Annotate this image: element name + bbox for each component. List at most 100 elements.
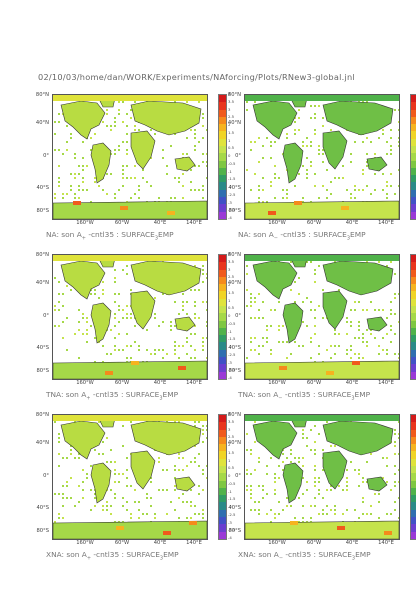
colorbar-tick-label: 2.5 — [228, 114, 235, 120]
colorbar-swatch — [411, 124, 416, 132]
map-svg — [53, 95, 207, 219]
colorbar-swatch — [219, 509, 226, 517]
lat-tick-label: 80°S — [228, 368, 242, 374]
colorbar-swatch — [219, 269, 226, 277]
map-svg — [245, 415, 399, 539]
colorbar-swatch — [411, 487, 416, 496]
lat-tick-label: 0° — [235, 473, 241, 479]
colorbar-tick-label: 3 — [228, 426, 231, 432]
lat-tick-label: 40°N — [227, 280, 241, 286]
caption-part: 3 — [159, 395, 163, 402]
polar-band — [245, 415, 399, 421]
colorbar-tick-label: -2.5 — [228, 191, 236, 197]
colorbar — [410, 254, 416, 380]
colorbar-swatch — [411, 516, 416, 525]
colorbar-swatch — [219, 131, 226, 139]
colorbar-swatch — [411, 349, 416, 357]
lat-tick-label: 40°N — [35, 120, 49, 126]
map-svg — [245, 95, 399, 219]
colorbar-tick-label: 2 — [228, 442, 231, 447]
colorbar-swatch — [411, 509, 416, 517]
map-panel-1: 80°N 40°N 0° 40°S 80°S 160°W 60°W 40°E 140°E 4 3.5… — [34, 92, 239, 254]
continent-shape — [252, 100, 298, 140]
colorbar-swatch — [411, 451, 416, 459]
anomaly-patch — [120, 206, 128, 210]
colorbar-tick-label: 0 — [228, 473, 231, 478]
colorbar-swatch — [219, 531, 226, 539]
colorbar-tick-label: 0.5 — [228, 465, 235, 471]
caption-part: EMP — [163, 550, 179, 559]
lat-tick-label: 40°S — [228, 505, 242, 511]
anomaly-patch — [290, 521, 298, 525]
anomaly-patch — [163, 531, 171, 535]
colorbar-tick-label: 2.5 — [228, 274, 235, 280]
colorbar-tick-label: 1 — [228, 457, 231, 463]
caption-part: EMP — [350, 230, 366, 239]
caption-part: + — [81, 235, 86, 242]
colorbar-swatch — [219, 204, 226, 212]
colorbar-swatch — [411, 153, 416, 161]
lat-tick-label: 40°S — [36, 345, 50, 351]
colorbar-swatch — [411, 364, 416, 372]
colorbar-tick-label: -1 — [228, 488, 232, 494]
colorbar-swatch — [219, 342, 226, 350]
anomaly-patch — [178, 366, 186, 370]
lon-tick-label: 140°E — [186, 540, 202, 546]
colorbar-tick-label: 3.5 — [228, 418, 235, 424]
caption-part: 3 — [346, 235, 351, 242]
colorbar-swatch — [411, 102, 416, 110]
caption-part: -cntl35 : SURFACE — [85, 230, 155, 239]
caption-part: 3 — [154, 235, 159, 242]
continent-shape — [322, 100, 394, 136]
lon-tick-label: 60°W — [114, 380, 130, 386]
colorbar-swatch — [411, 422, 416, 430]
map-plot — [52, 94, 208, 220]
colorbar-swatch — [411, 182, 416, 190]
map-panel-2: 80°N 40°N 0° 40°S 80°S 160°W 60°W 40°E 140°E 4 3.5… — [226, 92, 416, 254]
continent-shape — [322, 260, 394, 296]
colorbar-tick-label: -2.5 — [228, 511, 236, 517]
lat-tick-label: 80°N — [35, 92, 49, 98]
colorbar-swatch — [411, 444, 416, 452]
lon-tick-label: 140°E — [186, 220, 202, 226]
lat-tick-label: 80°S — [228, 528, 242, 534]
polar-band — [245, 255, 399, 261]
anomaly-patch — [105, 371, 113, 375]
colorbar-tick-label: -3 — [228, 199, 232, 205]
colorbar-swatch — [219, 160, 226, 168]
lat-tick-label: 0° — [43, 153, 49, 159]
polar-band — [53, 95, 207, 101]
caption-part: TNA: son A — [238, 390, 279, 399]
colorbar-swatch — [411, 109, 416, 117]
lon-tick-label: 40°E — [153, 540, 167, 546]
lat-tick-label: 40°N — [227, 440, 241, 446]
lat-tick-label: 80°N — [35, 412, 49, 418]
caption-part: -cntl35 : SURFACE — [283, 550, 352, 559]
colorbar-swatch — [219, 415, 226, 423]
colorbar-tick-label: 4 — [228, 411, 231, 416]
continent-shape — [366, 316, 388, 332]
colorbar-swatch — [219, 116, 226, 125]
caption-part: -cntl35 : SURFACE — [277, 230, 347, 239]
map-panel-3: 80°N 40°N 0° 40°S 80°S 160°W 60°W 40°E 140°E 4 3.5… — [34, 252, 239, 414]
colorbar-swatch — [219, 262, 226, 270]
lat-tick-label: 40°N — [35, 280, 49, 286]
colorbar-tick-label: 0 — [228, 313, 231, 318]
colorbar-swatch — [219, 276, 226, 285]
colorbar-swatch — [411, 335, 416, 343]
lon-tick-label: 40°E — [345, 220, 359, 226]
polar-band — [245, 95, 399, 101]
continent-shape — [60, 100, 106, 140]
map-panel-4: 80°N 40°N 0° 40°S 80°S 160°W 60°W 40°E 140°E 4 3.5… — [226, 252, 416, 414]
lat-tick-label: 80°S — [36, 208, 50, 214]
lat-tick-label: 40°S — [228, 345, 242, 351]
anomaly-patch — [341, 206, 349, 210]
continent-shape — [282, 302, 304, 344]
map-svg — [245, 255, 399, 379]
continent-shape — [322, 290, 348, 330]
colorbar-swatch — [219, 371, 226, 379]
colorbar-swatch — [411, 320, 416, 328]
colorbar-swatch — [411, 175, 416, 183]
lon-tick-label: 40°E — [153, 380, 167, 386]
lat-tick-label: 40°S — [36, 185, 50, 191]
